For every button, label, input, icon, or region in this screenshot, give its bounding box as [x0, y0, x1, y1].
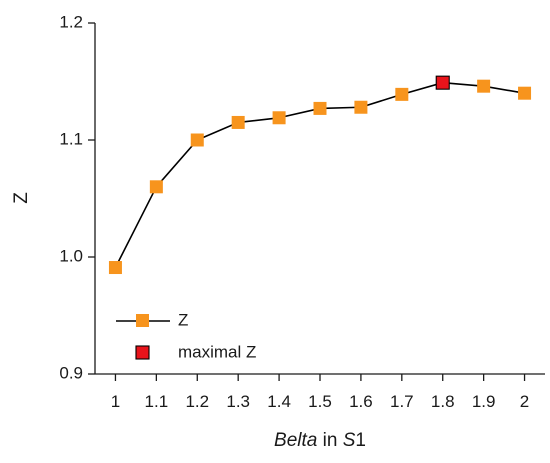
- data-point-marker: [518, 86, 532, 100]
- data-point-marker: [354, 100, 368, 114]
- x-axis-label: Belta in S1: [274, 430, 366, 451]
- x-tick-label-1-1: 1.1: [145, 392, 169, 411]
- data-point-marker: [108, 261, 122, 275]
- data-point-marker: [477, 79, 491, 93]
- x-tick-label-1-6: 1.6: [349, 392, 373, 411]
- y-tick-label-1-0: 1.0: [59, 246, 83, 265]
- plot-area: [108, 75, 532, 275]
- y-tick-label-1-2: 1.2: [59, 12, 83, 31]
- x-tick-label-1-5: 1.5: [308, 392, 332, 411]
- x-tick-label-1-3: 1.3: [226, 392, 250, 411]
- data-point-marker: [272, 111, 286, 125]
- y-tick-label-1-1: 1.1: [59, 129, 83, 148]
- x-tick-label-2: 2: [520, 392, 529, 411]
- legend-marker-maximal-z: [135, 345, 150, 360]
- legend: Z maximal Z: [116, 310, 256, 361]
- x-tick-label-1-8: 1.8: [431, 392, 455, 411]
- legend-marker-z: [136, 314, 149, 327]
- x-axis-label-set: S: [343, 430, 356, 451]
- x-axis-label-connector: in: [317, 430, 342, 451]
- legend-label-maximal-z: maximal Z: [178, 342, 256, 361]
- data-point-marker: [149, 180, 163, 194]
- x-tick-label-1-9: 1.9: [472, 392, 496, 411]
- legend-label-z: Z: [178, 310, 188, 329]
- x-axis-label-set-index: 1: [355, 430, 366, 451]
- legend-entry-z: Z: [116, 310, 188, 329]
- data-point-marker: [395, 87, 409, 101]
- legend-entry-maximal-z: maximal Z: [135, 342, 256, 361]
- y-ticks: 0.9 1.0 1.1 1.2: [59, 12, 95, 382]
- x-tick-label-1-7: 1.7: [390, 392, 414, 411]
- x-tick-label-1: 1: [111, 392, 120, 411]
- data-point-marker: [231, 115, 245, 129]
- data-point-marker: [313, 101, 327, 115]
- y-tick-label-0-9: 0.9: [59, 363, 83, 382]
- x-tick-label-1-4: 1.4: [267, 392, 291, 411]
- x-ticks: 1 1.1 1.2 1.3 1.4 1.5 1.6 1.7 1.8 1.9 2: [111, 374, 529, 411]
- y-axis-label: Z: [11, 192, 32, 204]
- x-tick-label-1-2: 1.2: [185, 392, 209, 411]
- data-point-marker: [190, 133, 204, 147]
- x-axis-label-variable: Belta: [274, 430, 317, 451]
- maximal-z-marker: [435, 75, 450, 90]
